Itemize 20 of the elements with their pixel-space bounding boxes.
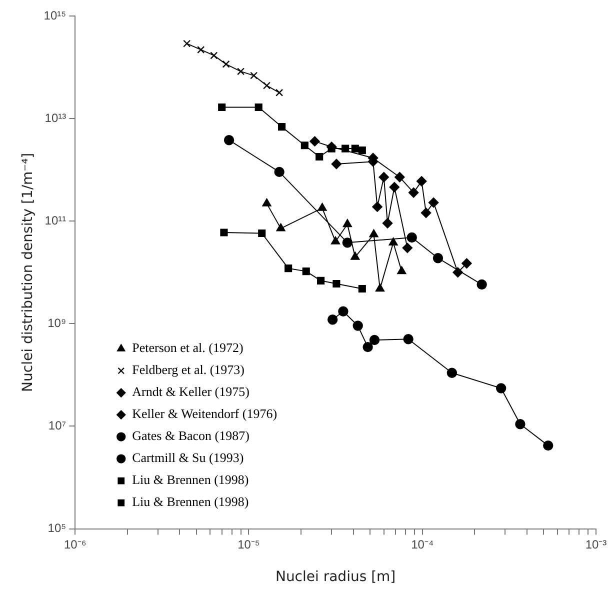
- legend-label: Gates & Bacon (1987): [132, 428, 250, 444]
- x-tick-label: 10⁻⁴: [411, 537, 434, 552]
- x-tick-label: 10⁻⁶: [64, 537, 86, 552]
- y-tick-label: 10⁹: [48, 316, 66, 330]
- legend-label: Liu & Brennen (1998): [132, 494, 249, 510]
- legend-label: Keller & Weitendorf (1976): [132, 406, 278, 422]
- legend-label: Peterson et al. (1972): [132, 340, 244, 356]
- y-tick-label: 10¹³: [44, 110, 66, 125]
- y-axis-title: Nuclei distribution density [1/m⁻⁴]: [20, 152, 36, 392]
- legend-label: Feldberg et al. (1973): [132, 362, 245, 378]
- legend-label: Arndt & Keller (1975): [132, 384, 250, 400]
- x-axis-title: Nuclei radius [m]: [275, 569, 396, 586]
- y-tick-label: 10⁷: [48, 418, 66, 433]
- legend-label: Cartmill & Su (1993): [132, 450, 244, 466]
- x-tick-label: 10⁻³: [585, 537, 607, 552]
- legend-label: Liu & Brennen (1998): [132, 472, 249, 488]
- y-tick-label: 10⁵: [48, 521, 66, 536]
- y-tick-label: 10¹⁵: [44, 8, 66, 22]
- y-tick-label: 10¹¹: [44, 213, 66, 228]
- x-tick-label: 10⁻⁵: [238, 537, 260, 552]
